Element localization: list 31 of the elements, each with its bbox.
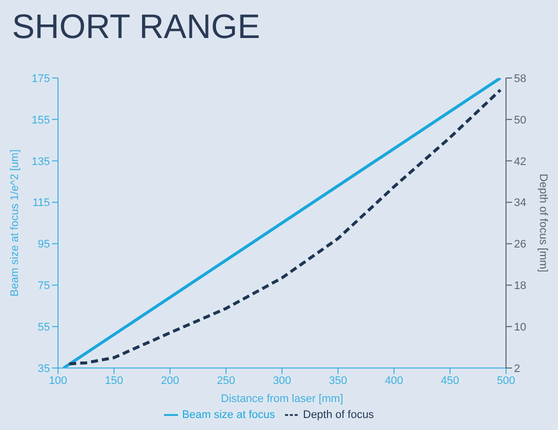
x-tick-label: 200 (160, 374, 180, 387)
x-tick-label: 100 (48, 374, 68, 387)
y-tick-label: 155 (32, 114, 50, 126)
legend-label: Depth of focus (303, 408, 374, 421)
y-tick-label: 175 (32, 72, 50, 85)
y2-tick-label: 18 (514, 280, 526, 292)
y-tick-label: 55 (38, 321, 50, 334)
x-tick-label: 450 (440, 374, 460, 387)
y2-tick-label: 34 (514, 197, 526, 210)
y-tick-label: 95 (38, 238, 50, 251)
y2-tick-label: 42 (514, 156, 526, 168)
y2-tick-label: 26 (514, 238, 526, 251)
y-tick-label: 75 (38, 280, 50, 292)
y-tick-label: 115 (32, 197, 50, 210)
x-tick-label: 400 (384, 374, 404, 387)
x-tick-label: 250 (216, 374, 236, 387)
y2-axis-title: Depth of focus [mm] (537, 174, 550, 272)
y-tick-label: 135 (32, 156, 50, 168)
y2-tick-label: 2 (514, 362, 520, 375)
y2-tick-label: 58 (514, 72, 526, 85)
y2-tick-label: 50 (514, 114, 526, 126)
y-tick-label: 35 (38, 362, 50, 375)
y-axis-title: Beam size at focus 1/e^2 [um] (8, 149, 21, 297)
chart-title: SHORT RANGE (12, 8, 260, 47)
x-tick-label: 150 (104, 374, 124, 387)
legend-label: Beam size at focus (182, 408, 275, 421)
x-tick-label: 350 (328, 374, 348, 387)
x-tick-label: 300 (272, 374, 292, 387)
y2-tick-label: 10 (514, 321, 526, 334)
x-tick-label: 500 (496, 374, 516, 387)
x-axis-title: Distance from laser [mm] (220, 393, 344, 405)
